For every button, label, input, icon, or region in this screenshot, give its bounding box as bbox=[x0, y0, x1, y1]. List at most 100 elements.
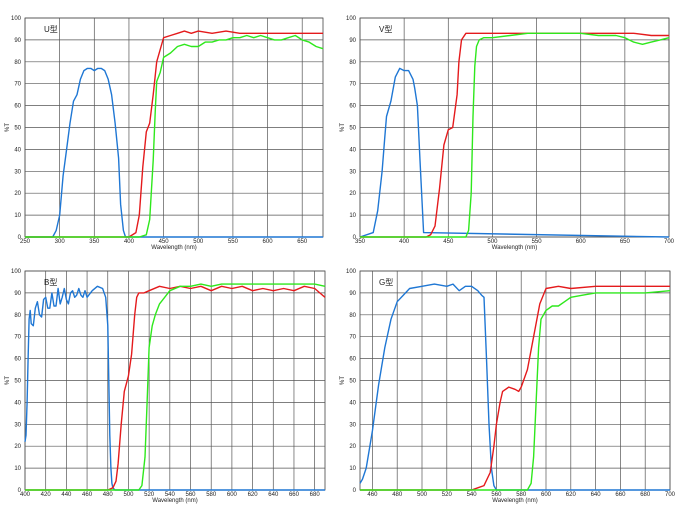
y-tick-label: 100 bbox=[11, 16, 22, 22]
y-tick-label: 60 bbox=[14, 104, 21, 110]
series-line-3 bbox=[25, 34, 324, 238]
y-tick-label: 30 bbox=[349, 422, 356, 428]
x-tick-label: 440 bbox=[61, 492, 72, 498]
y-tick-label: 90 bbox=[349, 291, 356, 297]
series-line-1 bbox=[359, 283, 670, 491]
y-axis-label: %T bbox=[5, 123, 11, 132]
y-tick-label: 10 bbox=[349, 213, 356, 219]
x-tick-label: 400 bbox=[124, 239, 135, 245]
series-line-2 bbox=[360, 32, 669, 238]
x-tick-label: 350 bbox=[355, 239, 366, 245]
y-axis-label: %T bbox=[340, 376, 346, 385]
x-tick-label: 540 bbox=[165, 492, 176, 498]
x-tick-label: 600 bbox=[263, 239, 274, 245]
y-tick-label: 50 bbox=[349, 126, 356, 132]
x-tick-label: 450 bbox=[443, 239, 454, 245]
x-tick-label: 660 bbox=[615, 492, 626, 498]
y-tick-label: 70 bbox=[14, 335, 21, 341]
y-tick-label: 100 bbox=[346, 269, 357, 275]
y-tick-label: 40 bbox=[14, 400, 21, 406]
x-tick-label: 640 bbox=[591, 492, 602, 498]
x-tick-label: 680 bbox=[640, 492, 651, 498]
y-tick-label: 40 bbox=[14, 147, 21, 153]
y-tick-label: 20 bbox=[349, 191, 356, 197]
y-axis-label: %T bbox=[5, 376, 11, 385]
x-tick-label: 250 bbox=[20, 239, 31, 245]
y-tick-label: 70 bbox=[14, 82, 21, 88]
x-axis-label: Wavelength (nm) bbox=[492, 245, 537, 251]
panel-title: V型 bbox=[379, 25, 392, 34]
x-tick-label: 550 bbox=[228, 239, 239, 245]
y-tick-label: 50 bbox=[14, 126, 21, 132]
series-line-3 bbox=[360, 290, 671, 491]
y-tick-label: 100 bbox=[346, 16, 357, 22]
chart-panel-2: 350 400 450 500 550 600 650 700 0 10 20 30 40 50 60 70 8… bbox=[340, 16, 675, 251]
y-tick-label: 30 bbox=[349, 169, 356, 175]
x-tick-label: 600 bbox=[227, 492, 238, 498]
x-tick-label: 560 bbox=[186, 492, 197, 498]
x-tick-label: 480 bbox=[103, 492, 114, 498]
x-tick-label: 480 bbox=[392, 492, 403, 498]
x-tick-label: 580 bbox=[516, 492, 527, 498]
y-tick-label: 90 bbox=[349, 38, 356, 44]
x-tick-label: 500 bbox=[123, 492, 134, 498]
x-axis-label: Wavelength (nm) bbox=[152, 498, 197, 504]
y-tick-label: 30 bbox=[14, 422, 21, 428]
x-tick-label: 700 bbox=[665, 492, 676, 498]
x-tick-label: 560 bbox=[491, 492, 502, 498]
y-tick-label: 90 bbox=[14, 38, 21, 44]
x-tick-label: 500 bbox=[417, 492, 428, 498]
y-axis-label: %T bbox=[340, 123, 346, 132]
y-tick-label: 70 bbox=[349, 335, 356, 341]
x-tick-label: 640 bbox=[268, 492, 279, 498]
y-tick-label: 50 bbox=[349, 379, 356, 385]
y-tick-label: 40 bbox=[349, 147, 356, 153]
y-tick-label: 80 bbox=[14, 313, 21, 319]
x-tick-label: 700 bbox=[664, 239, 675, 245]
x-tick-label: 350 bbox=[89, 239, 100, 245]
chart-panel-1: 250 300 350 400 450 500 550 600 650 0 10 20 30 40 50 60… bbox=[5, 16, 324, 251]
y-tick-label: 10 bbox=[349, 466, 356, 472]
y-tick-label: 90 bbox=[14, 291, 21, 297]
y-tick-label: 20 bbox=[14, 444, 21, 450]
x-tick-label: 460 bbox=[367, 492, 378, 498]
x-tick-label: 620 bbox=[566, 492, 577, 498]
y-tick-label: 40 bbox=[349, 400, 356, 406]
x-tick-label: 650 bbox=[620, 239, 631, 245]
chart-panel-3: 400 420 440 460 480 500 520 540 560 580 600 620 640 6… bbox=[5, 269, 326, 504]
series-line-2 bbox=[25, 285, 326, 491]
y-tick-label: 0 bbox=[18, 488, 22, 494]
x-tick-label: 400 bbox=[20, 492, 31, 498]
y-tick-label: 60 bbox=[14, 357, 21, 363]
x-tick-label: 600 bbox=[541, 492, 552, 498]
x-axis-label: Wavelength (nm) bbox=[492, 498, 537, 504]
y-tick-label: 100 bbox=[11, 269, 22, 275]
y-tick-label: 80 bbox=[349, 313, 356, 319]
x-tick-label: 550 bbox=[532, 239, 543, 245]
series-line-1 bbox=[24, 285, 325, 491]
y-tick-label: 80 bbox=[349, 60, 356, 66]
y-tick-label: 10 bbox=[14, 213, 21, 219]
panel-title: G型 bbox=[379, 278, 393, 287]
x-axis-label: Wavelength (nm) bbox=[151, 245, 196, 251]
y-tick-label: 60 bbox=[349, 357, 356, 363]
y-tick-label: 20 bbox=[14, 191, 21, 197]
chart-panel-4: 460 480 500 520 540 560 580 600 620 640 660 680 700 0… bbox=[340, 269, 676, 504]
series-line-3 bbox=[360, 32, 670, 238]
x-tick-label: 500 bbox=[193, 239, 204, 245]
y-tick-label: 70 bbox=[349, 82, 356, 88]
x-tick-label: 620 bbox=[248, 492, 259, 498]
x-tick-label: 680 bbox=[310, 492, 321, 498]
y-tick-label: 10 bbox=[14, 466, 21, 472]
x-tick-label: 600 bbox=[576, 239, 587, 245]
x-tick-label: 660 bbox=[289, 492, 300, 498]
x-tick-label: 540 bbox=[467, 492, 478, 498]
x-tick-label: 300 bbox=[55, 239, 66, 245]
x-tick-label: 580 bbox=[206, 492, 217, 498]
x-tick-label: 420 bbox=[41, 492, 52, 498]
panel-title: U型 bbox=[44, 25, 58, 34]
y-tick-label: 0 bbox=[18, 235, 22, 241]
x-tick-label: 450 bbox=[159, 239, 170, 245]
y-tick-label: 30 bbox=[14, 169, 21, 175]
